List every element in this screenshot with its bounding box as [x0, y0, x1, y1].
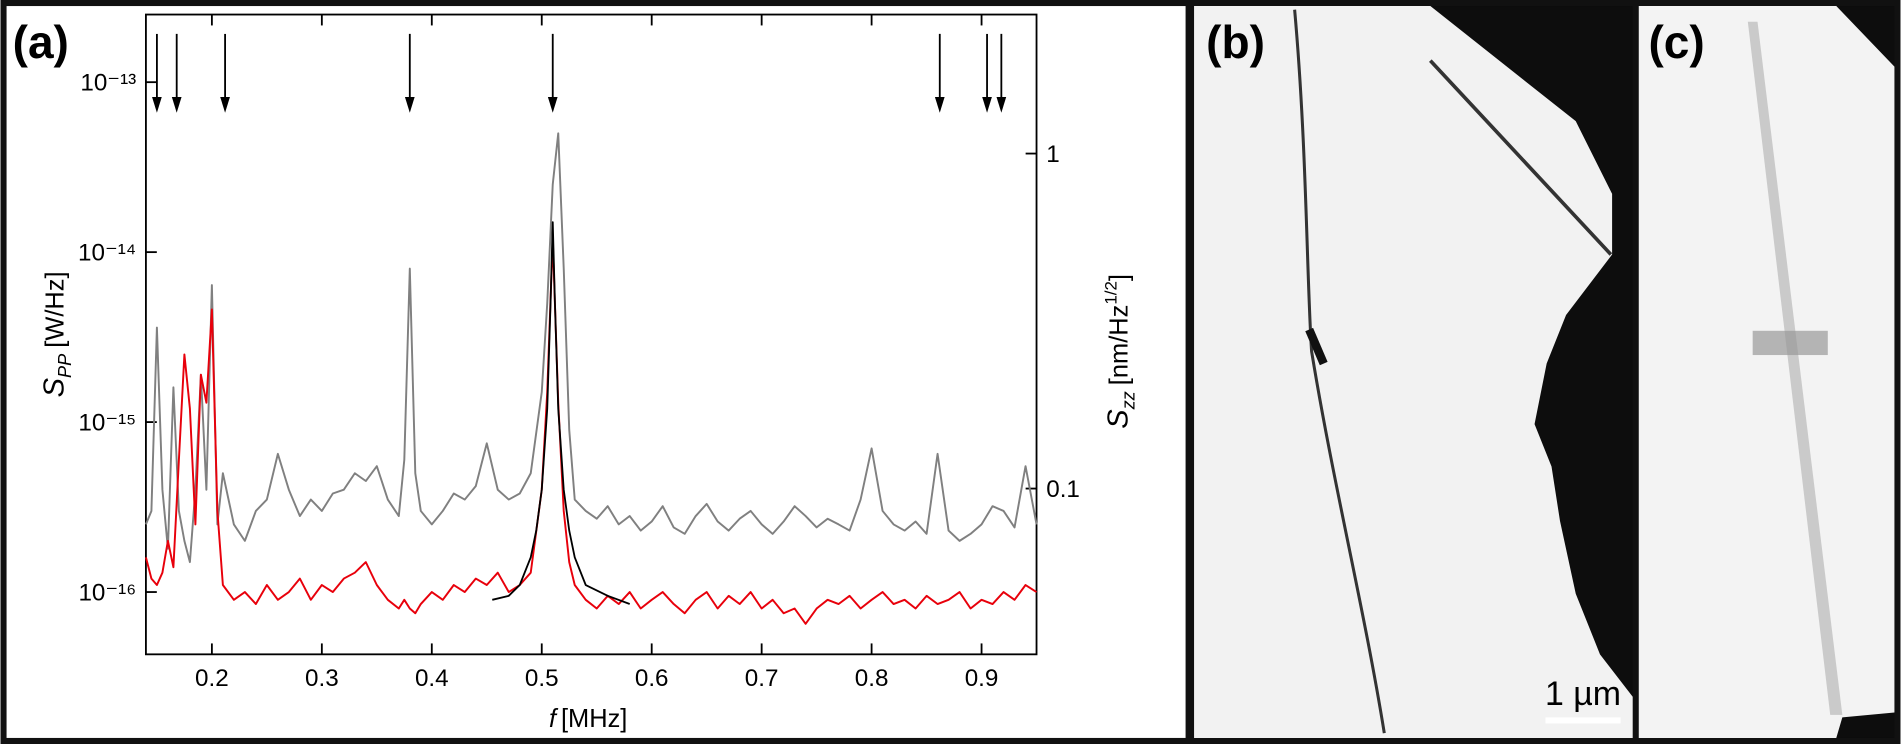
x-axis-unit: [MHz]: [561, 705, 627, 733]
arrow-head: [171, 96, 182, 113]
scale-bar-label: 1 µm: [1545, 675, 1621, 713]
arrow: [934, 33, 945, 113]
x-tick-label: 0.3: [305, 665, 339, 692]
y2-axis-unit: [nm/Hz: [1105, 305, 1133, 386]
x-tick-label: 0.4: [415, 665, 449, 692]
arrow-head: [547, 96, 558, 113]
defect: [1305, 327, 1328, 366]
lamella: [1747, 21, 1843, 715]
specimen: [1638, 6, 1895, 738]
series-line: [145, 132, 1038, 564]
plot-area: 0.2 0.3 0.4 0.5 0.6 0.7 0.8 0.9 10⁻¹³ 10⁻¹⁴ 10⁻¹⁵ 1…: [78, 14, 1080, 692]
x-tick-label: 0.8: [855, 665, 889, 692]
arrow-head: [996, 96, 1007, 113]
y2-axis-symbol: S: [1102, 409, 1134, 429]
arrow-head: [404, 96, 415, 113]
y2-axis-unit-end: ]: [1105, 274, 1133, 281]
y2-tick-label: 1: [1046, 141, 1059, 168]
panel-a-background: [6, 6, 1186, 738]
x-axis-label: f [MHz]: [549, 705, 627, 733]
x-axis-symbol: f: [549, 705, 559, 733]
y-tick-label: 10⁻¹⁶: [78, 580, 136, 607]
panel-label: (c): [1648, 16, 1704, 68]
y-tick-label: 10⁻¹³: [80, 70, 136, 97]
arrow-head: [982, 96, 992, 113]
y2-tick-label: 0.1: [1046, 476, 1080, 503]
series-line: [492, 221, 631, 605]
arrow-head: [152, 96, 162, 113]
y-tick-label: 10⁻¹⁵: [78, 410, 136, 437]
y2-axis-subscript: zz: [1119, 391, 1139, 410]
panel-label: (a): [13, 16, 69, 68]
arrow-head: [934, 96, 945, 113]
scale-bar: [1545, 717, 1621, 724]
crack: [1429, 59, 1613, 256]
arrow: [220, 33, 230, 113]
y-axis-symbol: S: [39, 377, 71, 397]
arrow: [996, 33, 1007, 113]
band: [1752, 330, 1828, 356]
x-tick-label: 0.7: [745, 665, 779, 692]
x-tick-label: 0.5: [525, 665, 559, 692]
y2-axis-superscript: 1/2: [1102, 281, 1121, 305]
x-tick-label: 0.2: [195, 665, 229, 692]
arrow: [152, 33, 162, 113]
arrow: [982, 33, 992, 113]
x-tick-label: 0.9: [965, 665, 999, 692]
plot-frame: [145, 13, 1038, 656]
y-tick-label: 10⁻¹⁴: [78, 240, 136, 267]
arrow: [547, 33, 558, 113]
y-axis-unit: [W/Hz]: [42, 271, 70, 347]
y-axis-label: SPP [W/Hz]: [39, 271, 75, 397]
arrow: [404, 33, 415, 113]
panel-label: (b): [1206, 16, 1265, 68]
arrow-head: [220, 96, 230, 113]
y2-axis-label: Szz [nm/Hz1/2]: [1102, 274, 1139, 429]
x-tick-label: 0.6: [635, 665, 669, 692]
panel-b-image: 1 µm (b): [1194, 6, 1633, 738]
arrow: [171, 33, 182, 113]
y-axis-subscript: PP: [55, 354, 75, 378]
panel-c-image: (c): [1638, 6, 1895, 738]
crack: [1293, 9, 1386, 734]
